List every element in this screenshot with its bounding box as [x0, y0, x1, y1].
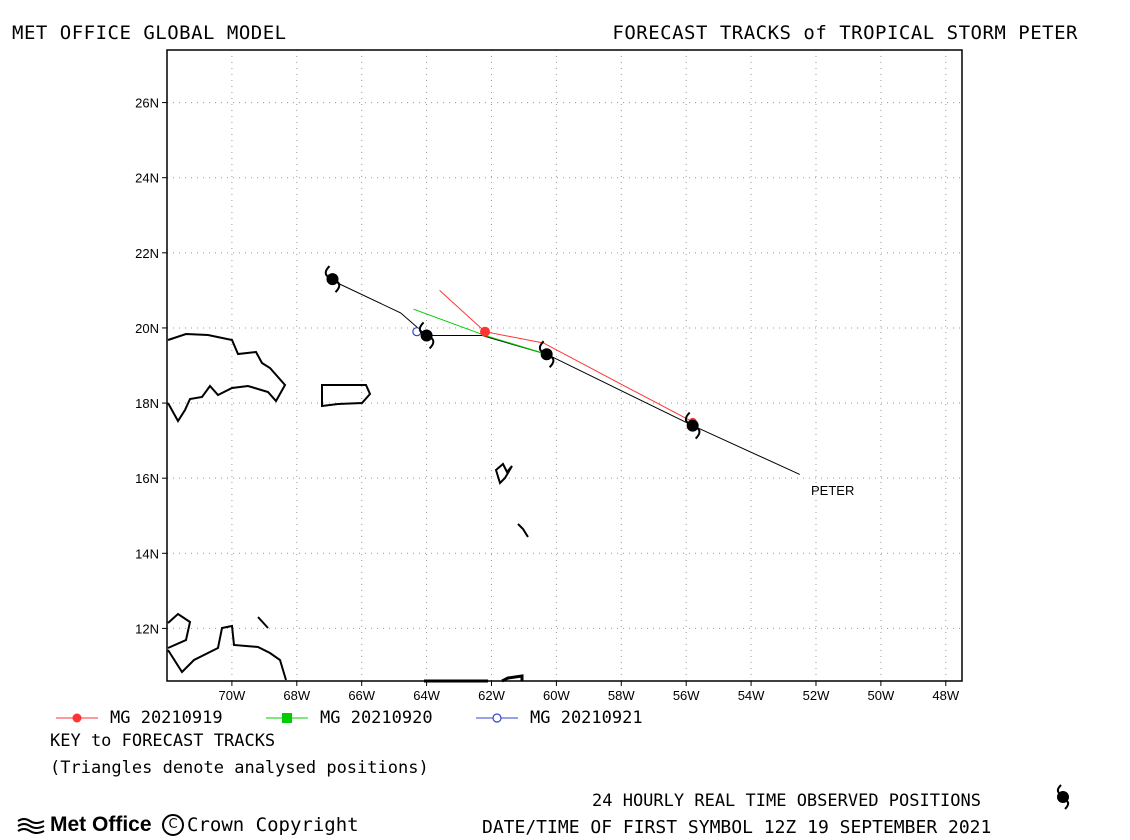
- tick-label-lat: 20N: [135, 321, 159, 336]
- coastline-hispaniola: [167, 332, 287, 423]
- left-title: MET OFFICE GLOBAL MODEL: [12, 22, 287, 44]
- hurricane-symbol-icon: [1056, 784, 1070, 810]
- tick-label-lon: 66W: [348, 688, 375, 703]
- legend-marker-1: [56, 713, 98, 723]
- logo-text: Met Office: [50, 813, 152, 836]
- tracks-layer: [329, 278, 800, 475]
- tick-label-lat: 12N: [135, 621, 159, 636]
- tick-label-lon: 52W: [803, 688, 830, 703]
- tick-label-lon: 70W: [219, 688, 246, 703]
- tick-label-lon: 48W: [932, 688, 959, 703]
- storm-label-peter: PETER: [811, 483, 854, 498]
- copyright-text: Crown Copyright: [187, 814, 359, 836]
- coastline-martinique: [517, 523, 529, 538]
- tick-label-lon: 56W: [673, 688, 700, 703]
- map-frame: [166, 49, 963, 682]
- storm-symbol-icon: [684, 411, 701, 440]
- met-office-wave-icon: [17, 818, 45, 834]
- lat-lon-grid: [167, 50, 962, 681]
- tick-label-lat: 24N: [135, 171, 159, 186]
- legend-item-3: MG 20210921: [530, 708, 643, 728]
- storm-symbol-icon: [324, 265, 341, 293]
- coastline-venezuela: [167, 612, 287, 681]
- legend-item-1: MG 20210919: [110, 708, 223, 728]
- legend-marker-3: [476, 713, 518, 723]
- tick-label-lon: 68W: [283, 688, 310, 703]
- copyright: C Crown Copyright: [162, 814, 359, 836]
- right-title: FORECAST TRACKS of TROPICAL STORM PETER: [612, 22, 1078, 44]
- tick-label-lat: 22N: [135, 246, 159, 261]
- forecast-track-1: [439, 290, 693, 423]
- tick-label-lon: 50W: [868, 688, 895, 703]
- tick-label-lon: 54W: [738, 688, 765, 703]
- legend-marker-2: [266, 713, 308, 723]
- observed-track-line: [329, 278, 800, 475]
- tick-label-lat: 14N: [135, 546, 159, 561]
- first-symbol-datetime: DATE/TIME OF FIRST SYMBOL 12Z 19 SEPTEMB…: [482, 817, 992, 838]
- key-title: KEY to FORECAST TRACKS: [50, 731, 276, 751]
- tick-label-lon: 60W: [543, 688, 570, 703]
- met-office-logo: Met Office: [16, 813, 152, 837]
- tick-label-lat: 16N: [135, 471, 159, 486]
- coastline-guadeloupe: [494, 462, 513, 485]
- key-note: (Triangles denote analysed positions): [50, 758, 429, 778]
- tick-label-lon: 64W: [413, 688, 440, 703]
- tick-label-lon: 62W: [478, 688, 505, 703]
- observed-positions-note: 24 HOURLY REAL TIME OBSERVED POSITIONS: [592, 791, 981, 811]
- coastlines: [167, 332, 529, 683]
- forecast-marker-mg20210919: [480, 326, 490, 337]
- tick-label-lat: 18N: [135, 396, 159, 411]
- coastline-puerto-rico: [321, 384, 372, 408]
- storm-symbol-icon: [538, 340, 555, 368]
- axis-ticks: 70W 68W 66W 64W 62W 60W 58W 56W 54W 52W 50W 48W 12N 1…: [135, 96, 960, 703]
- tick-label-lat: 26N: [135, 96, 159, 111]
- copyright-icon: C: [162, 814, 184, 836]
- tick-label-lon: 58W: [608, 688, 635, 703]
- symbols-layer: [324, 265, 701, 440]
- storm-symbol-icon: [418, 321, 435, 350]
- legend-item-2: MG 20210920: [320, 708, 433, 728]
